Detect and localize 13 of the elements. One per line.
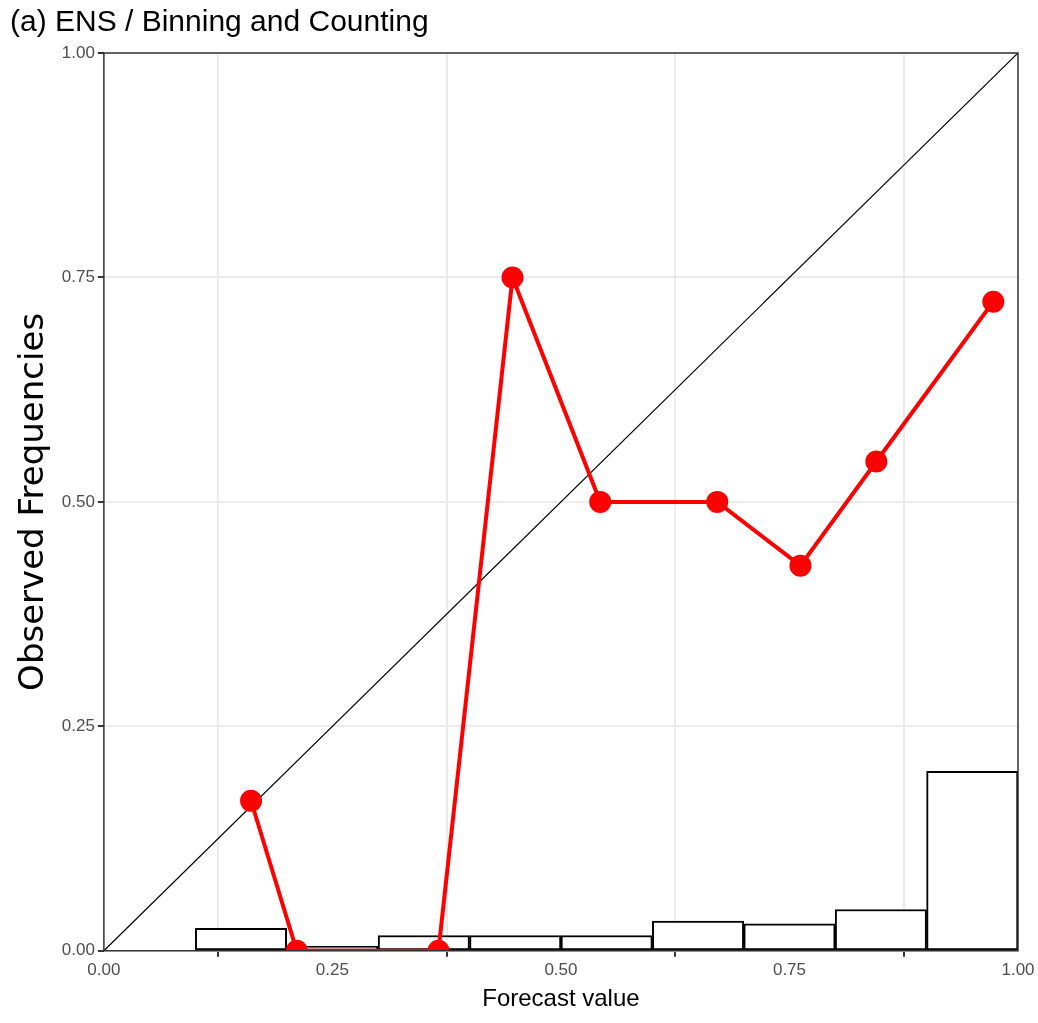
x-axis-title: Forecast value <box>482 984 640 1012</box>
y-tick-label: 0.25 <box>61 716 95 736</box>
y-axis-title: Observed Frequencies <box>11 312 52 691</box>
y-tick-label: 1.00 <box>61 42 95 62</box>
x-tick-label: 1.00 <box>1001 959 1035 979</box>
x-tick-label: 0.25 <box>315 959 349 979</box>
y-tick-label: 0.00 <box>61 940 95 960</box>
y-tick-label: 0.75 <box>61 267 95 287</box>
y-tick-label: 0.50 <box>61 491 95 511</box>
x-tick-label: 0.00 <box>87 959 121 979</box>
x-tick-label: 0.50 <box>544 959 578 979</box>
chart-title: (a) ENS / Binning and Counting <box>10 4 429 38</box>
x-tick-label: 0.75 <box>772 959 807 979</box>
